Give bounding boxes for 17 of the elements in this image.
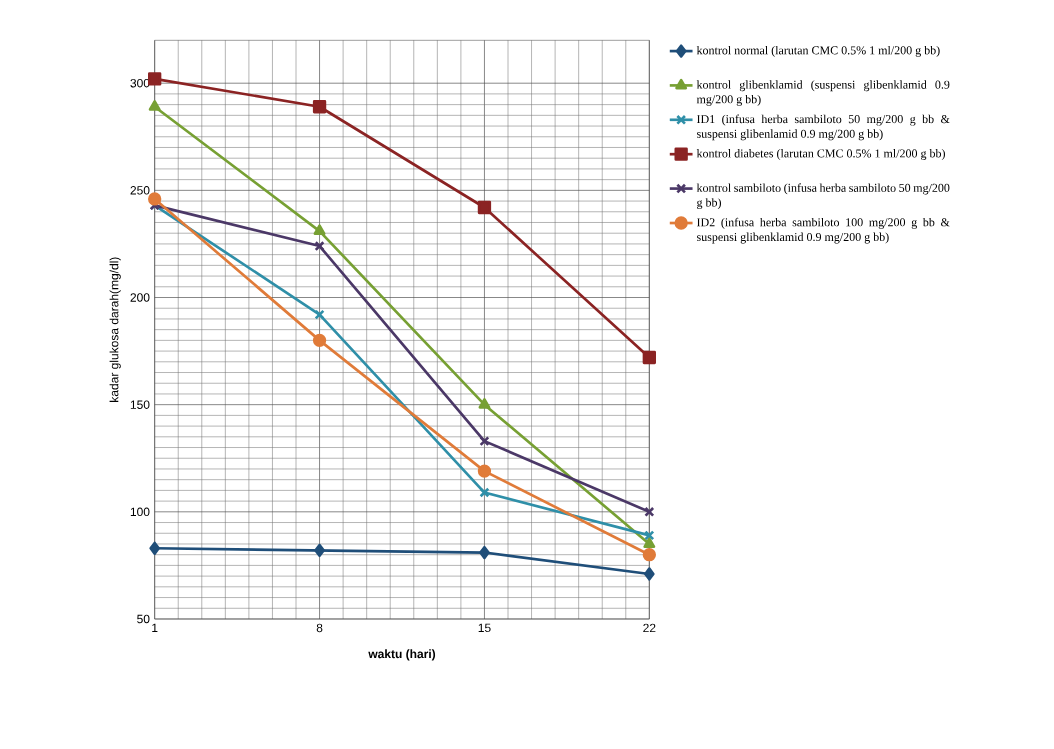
x-tick-label: 8 (316, 623, 323, 633)
y-tick-label: 50 (137, 614, 150, 624)
legend-label: ID1 (infusa herba sambiloto 50 mg/200 g bb & suspensi glibenlamid 0.9 mg/200 g bb) (696, 114, 950, 141)
legend-label: kontrol normal (larutan CMC 0.5% 1 ml/200 g bb) (696, 45, 940, 57)
x-axis-title: waktu (hari) (368, 649, 436, 661)
y-tick-label: 200 (130, 293, 150, 302)
y-tick-label: 100 (130, 507, 150, 517)
x-tick-label: 15 (478, 623, 491, 633)
x-tick-label: 22 (643, 623, 656, 633)
y-axis-title: kadar glukosa darah(mg/dl) (109, 257, 121, 402)
legend-label: kontrol sambiloto (infusa herba sambiloto 50 mg/200 g bb) (696, 183, 950, 210)
y-tick-label: 150 (130, 400, 150, 409)
legend-label: ID2 (infusa herba sambiloto 100 mg/200 g bb & suspensi glibenklamid 0.9 mg/200 g bb) (696, 217, 950, 244)
legend-label: kontrol glibenklamid (suspensi glibenklamid 0.9 mg/200 g bb) (696, 80, 950, 106)
x-tick-label: 1 (152, 623, 158, 632)
y-tick-label: 250 (130, 186, 150, 195)
legend-label: kontrol diabetes (larutan CMC 0.5% 1 ml/200 g bb) (696, 149, 945, 160)
